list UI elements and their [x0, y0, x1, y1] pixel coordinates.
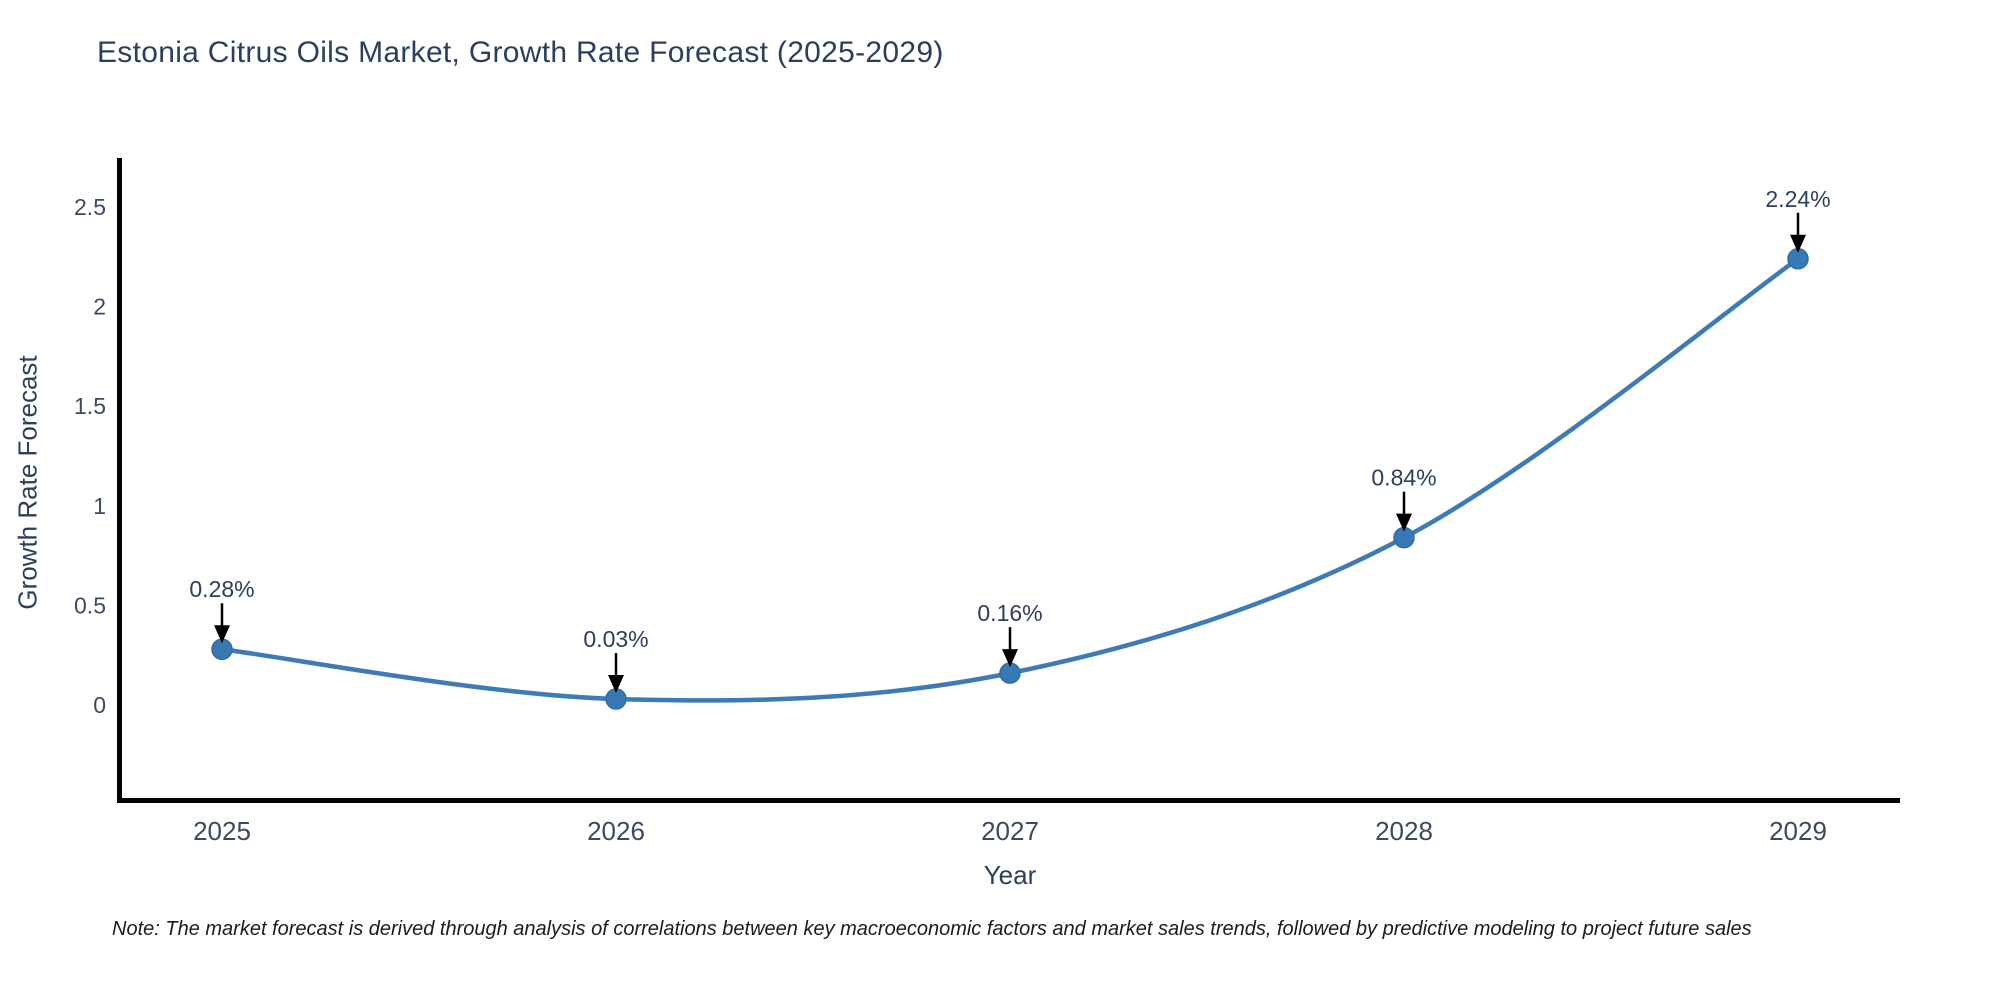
x-axis-title: Year: [983, 860, 1037, 890]
x-tick-labels: 2025 2026 2027 2028 2029: [193, 816, 1827, 846]
point-value-label: 0.16%: [977, 600, 1042, 626]
annotation-arrowhead-icon: [1790, 234, 1806, 253]
forecast-line: [219, 256, 1801, 703]
y-tick-labels: 0 0.5 1 1.5 2 2.5: [74, 194, 106, 718]
annotation-arrowhead-icon: [608, 675, 624, 694]
y-tick-label: 1.5: [74, 393, 106, 419]
chart-title: Estonia Citrus Oils Market, Growth Rate …: [97, 36, 944, 69]
footnote: Note: The market forecast is derived thr…: [112, 918, 1752, 940]
point-value-label: 0.84%: [1371, 465, 1436, 491]
point-value-label: 0.28%: [189, 576, 254, 602]
x-tick-label: 2029: [1769, 816, 1827, 846]
y-tick-label: 0.5: [74, 592, 106, 618]
point-value-label: 0.03%: [583, 626, 648, 652]
point-value-label: 2.24%: [1765, 186, 1830, 212]
x-tick-label: 2027: [981, 816, 1039, 846]
x-tick-label: 2028: [1375, 816, 1433, 846]
annotation-arrowhead-icon: [214, 625, 230, 644]
y-tick-label: 0: [93, 692, 106, 718]
y-tick-label: 1: [93, 493, 106, 519]
y-tick-label: 2.5: [74, 194, 106, 220]
y-tick-label: 2: [93, 294, 106, 320]
annotation-arrowhead-icon: [1002, 649, 1018, 668]
annotation-arrowhead-icon: [1396, 513, 1412, 532]
x-tick-label: 2026: [587, 816, 645, 846]
x-tick-label: 2025: [193, 816, 251, 846]
point-annotations: 0.28% 0.03% 0.16% 0.84% 2.24%: [189, 186, 1831, 694]
